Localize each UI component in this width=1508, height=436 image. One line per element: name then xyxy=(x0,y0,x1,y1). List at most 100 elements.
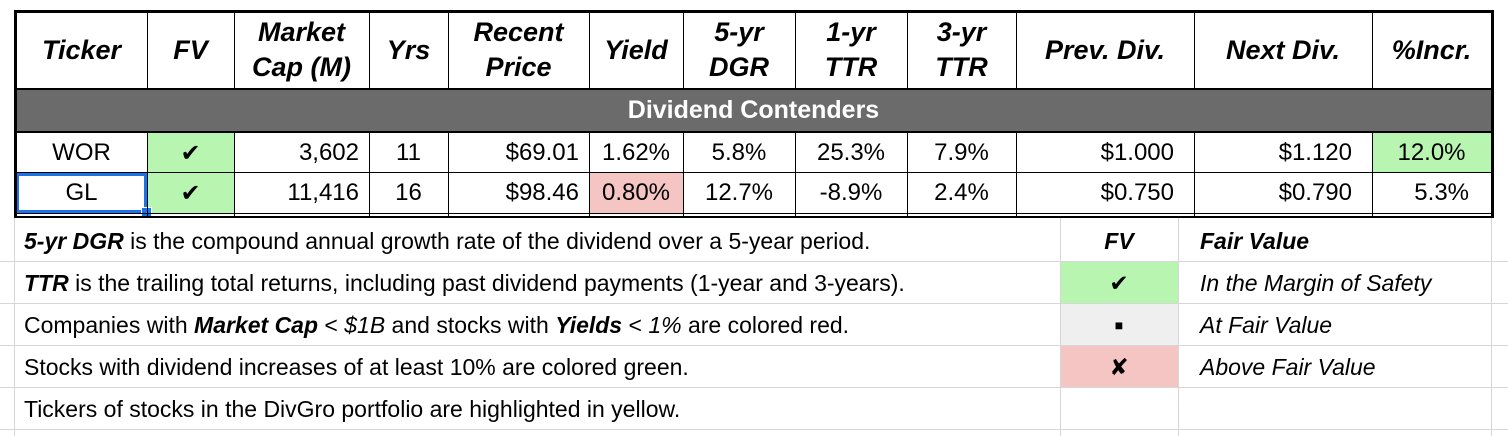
header-3yr-ttr[interactable]: 3-yr TTR xyxy=(935,17,988,82)
header-1yr-ttr[interactable]: 1-yr TTR xyxy=(824,17,878,82)
column-divider xyxy=(147,133,148,216)
note-5yr-dgr: 5-yr DGR is the compound annual growth r… xyxy=(16,220,1060,262)
note-value-1pct: 1% xyxy=(648,311,682,338)
column-divider xyxy=(448,10,449,90)
table-border-top xyxy=(14,10,1494,13)
note-ttr: TTR is the trailing total returns, inclu… xyxy=(16,262,1060,304)
legend-at-fair-value: At Fair Value xyxy=(1200,311,1333,338)
note-text: are colored red. xyxy=(681,311,850,338)
section-title[interactable]: Dividend Contenders xyxy=(16,90,1491,131)
note-text: < xyxy=(622,311,649,338)
column-divider xyxy=(1372,133,1373,216)
header-fv[interactable]: FV xyxy=(173,34,208,65)
column-divider xyxy=(147,10,148,90)
header-next-div[interactable]: Next Div. xyxy=(1225,34,1341,65)
table-border xyxy=(14,88,1494,90)
note-value-1b: $1B xyxy=(344,311,386,338)
table-border-left xyxy=(14,10,17,218)
column-divider xyxy=(589,10,590,90)
column-divider xyxy=(1194,133,1195,216)
legend-header-symbol: FV xyxy=(1104,227,1134,254)
column-divider xyxy=(795,10,796,90)
note-red-coloring: Companies with Market Cap < $1B and stoc… xyxy=(16,304,1060,346)
column-divider xyxy=(369,10,370,90)
grid-line xyxy=(0,261,1508,262)
note-text: and stocks with xyxy=(385,311,556,338)
row-2-fv-check-icon[interactable]: ✔ xyxy=(147,173,234,213)
row-1-next-div[interactable]: $1.120 xyxy=(1278,139,1352,166)
note-green-coloring: Stocks with dividend increases of at lea… xyxy=(24,353,689,380)
row-1-prev-div[interactable]: $1.000 xyxy=(1100,139,1174,166)
header-prev-div[interactable]: Prev. Div. xyxy=(1044,34,1166,65)
header-market-cap[interactable]: Market Cap (M) xyxy=(252,17,351,82)
legend-square-icon: ■ xyxy=(1060,304,1178,346)
row-1-5yr-dgr[interactable]: 5.8% xyxy=(711,139,767,166)
note-text: < xyxy=(318,311,345,338)
column-divider xyxy=(795,133,796,216)
note-text-5yr-dgr: is the compound annual growth rate of th… xyxy=(123,227,871,254)
column-divider xyxy=(1016,133,1017,216)
grid-line xyxy=(1060,218,1061,436)
legend-margin-of-safety: In the Margin of Safety xyxy=(1200,269,1432,296)
note-text-ttr: is the trailing total returns, including… xyxy=(68,269,905,296)
row-2-recent-price[interactable]: $98.46 xyxy=(505,179,579,206)
row-2-1yr-ttr[interactable]: -8.9% xyxy=(819,179,883,206)
row-1-3yr-ttr[interactable]: 7.9% xyxy=(934,139,989,166)
table-border-right xyxy=(1491,10,1494,218)
note-term-yields: Yields xyxy=(555,311,623,338)
row-1-yield[interactable]: 1.62% xyxy=(601,139,671,166)
row-1-fv-check-icon[interactable]: ✔ xyxy=(147,133,234,173)
table-border xyxy=(14,131,1494,133)
row-2-ticker[interactable]: GL xyxy=(16,173,147,213)
legend-above-fair-value: Above Fair Value xyxy=(1200,353,1376,380)
legend-cross-icon: ✘ xyxy=(1060,346,1178,388)
column-divider xyxy=(234,10,235,90)
column-divider xyxy=(1194,10,1195,90)
column-divider xyxy=(683,133,684,216)
grid-line xyxy=(0,303,1508,304)
row-2-next-div[interactable]: $0.790 xyxy=(1278,179,1352,206)
column-divider xyxy=(907,133,908,216)
header-5yr-dgr[interactable]: 5-yr DGR xyxy=(709,17,769,82)
row-1-pct-incr[interactable]: 12.0% xyxy=(1372,133,1491,173)
note-text: Companies with xyxy=(24,311,195,338)
header-pct-incr[interactable]: %Incr. xyxy=(1391,34,1472,65)
column-divider xyxy=(907,10,908,90)
header-yrs[interactable]: Yrs xyxy=(386,34,431,65)
header-recent-price[interactable]: Recent Price xyxy=(473,17,564,82)
grid-line xyxy=(1491,218,1492,436)
row-1-market-cap[interactable]: 3,602 xyxy=(298,139,359,166)
row-1-1yr-ttr[interactable]: 25.3% xyxy=(816,139,886,166)
row-2-prev-div[interactable]: $0.750 xyxy=(1100,179,1174,206)
table-border xyxy=(14,172,1494,173)
grid-line xyxy=(0,429,1508,430)
row-2-yrs[interactable]: 16 xyxy=(395,179,422,206)
legend-check-icon: ✔ xyxy=(1060,262,1178,304)
header-ticker[interactable]: Ticker xyxy=(41,34,122,65)
grid-line xyxy=(0,387,1508,388)
column-divider xyxy=(234,133,235,216)
row-1-ticker[interactable]: WOR xyxy=(52,139,111,166)
note-term-ttr: TTR xyxy=(24,269,69,296)
note-term-5yr-dgr: 5-yr DGR xyxy=(24,227,124,254)
row-2-market-cap[interactable]: 11,416 xyxy=(287,179,359,206)
grid-line xyxy=(14,218,15,436)
column-divider xyxy=(1372,10,1373,90)
table-border-bottom xyxy=(14,216,1494,218)
note-term-market-cap: Market Cap xyxy=(194,311,319,338)
column-divider xyxy=(589,133,590,216)
row-2-yield[interactable]: 0.80% xyxy=(589,173,683,213)
row-2-pct-incr[interactable]: 5.3% xyxy=(1414,179,1469,206)
column-divider xyxy=(1016,10,1017,90)
column-divider xyxy=(683,10,684,90)
row-2-3yr-ttr[interactable]: 2.4% xyxy=(934,179,989,206)
note-yellow-highlight: Tickers of stocks in the DivGro portfoli… xyxy=(24,395,681,422)
row-1-yrs[interactable]: 11 xyxy=(396,139,421,166)
grid-line xyxy=(0,345,1508,346)
row-2-5yr-dgr[interactable]: 12.7% xyxy=(704,179,774,206)
row-1-recent-price[interactable]: $69.01 xyxy=(505,139,579,166)
grid-line xyxy=(1178,218,1179,436)
table-border xyxy=(14,213,1494,214)
header-yield[interactable]: Yield xyxy=(604,34,668,65)
